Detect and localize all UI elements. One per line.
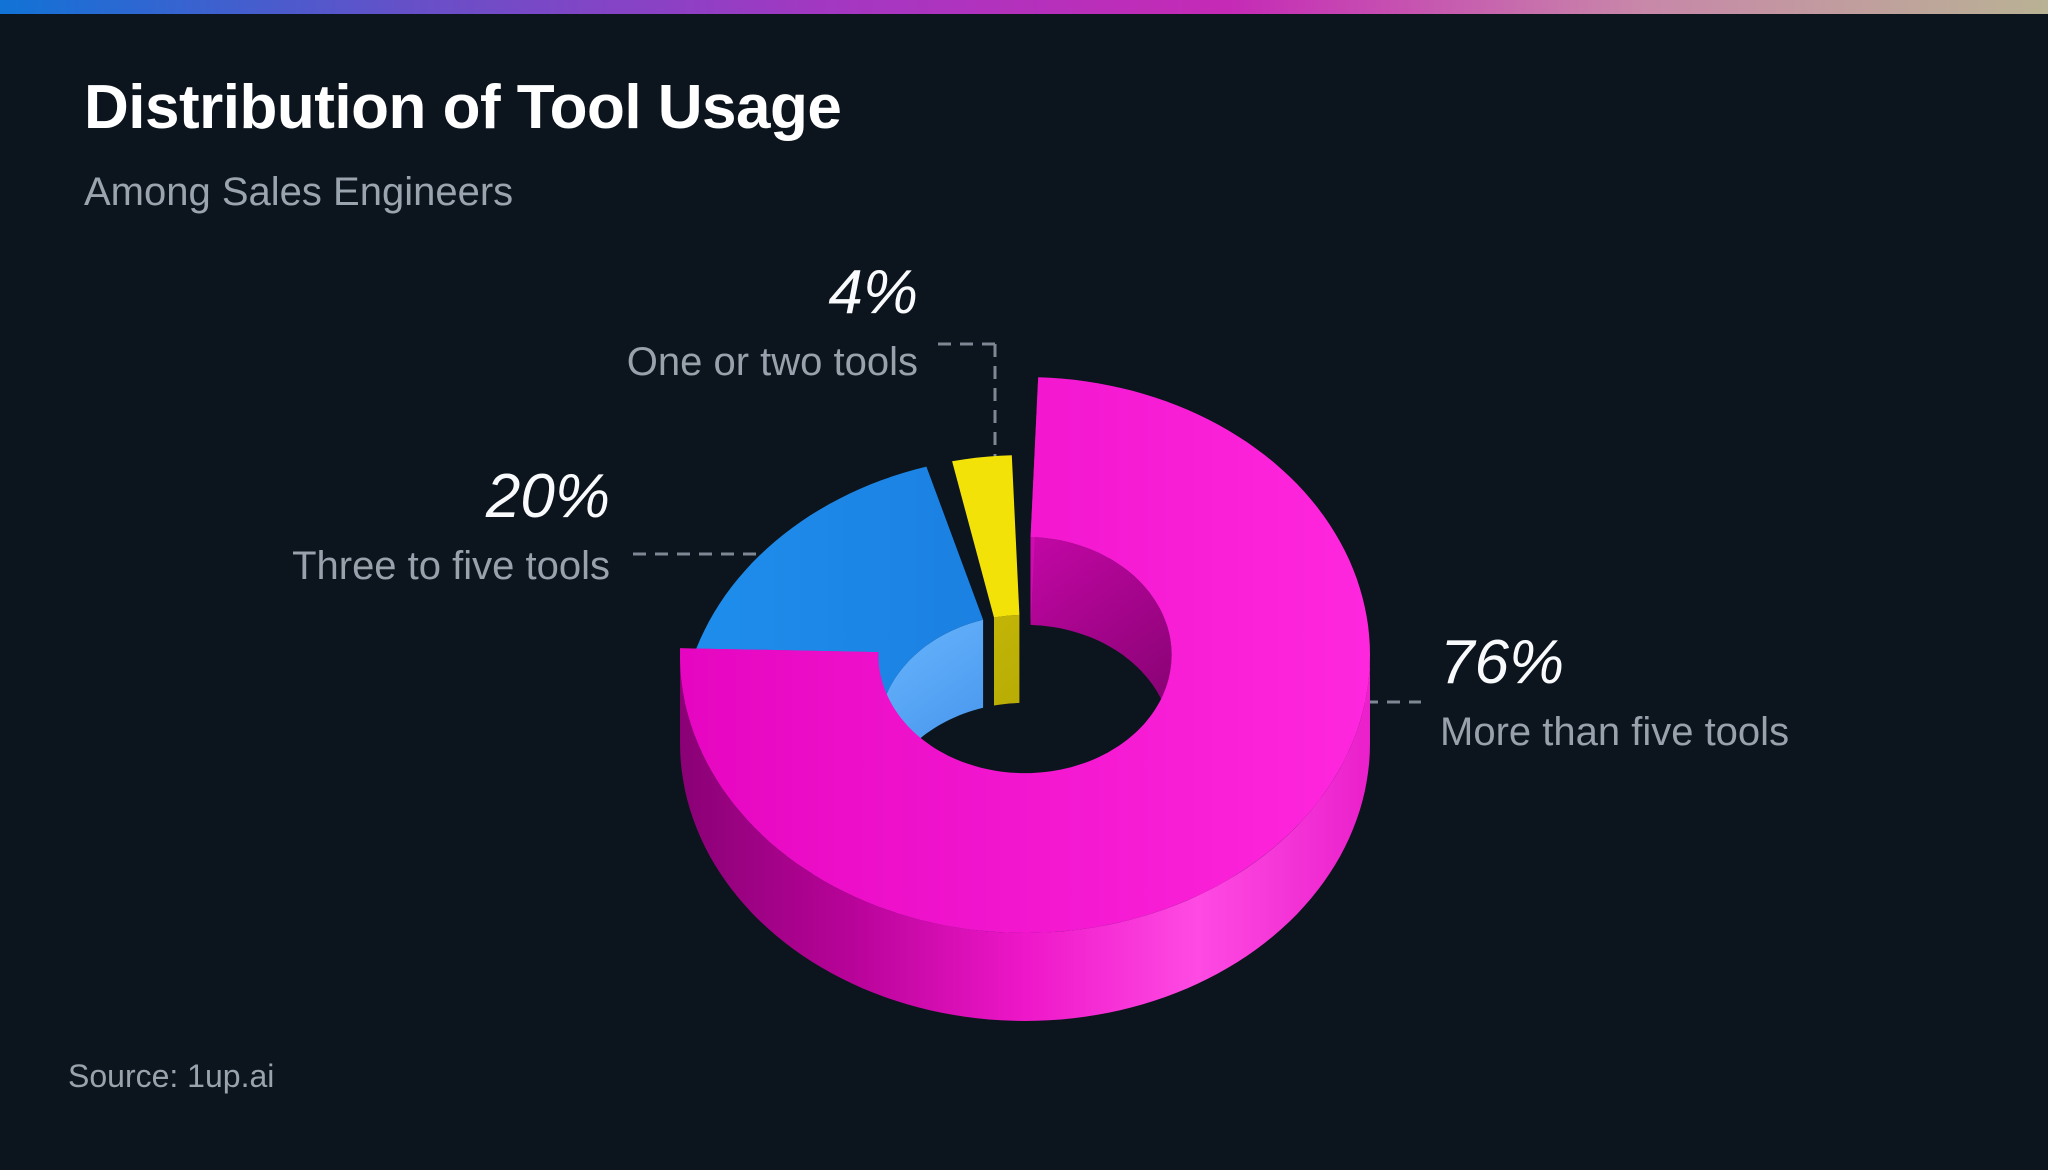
top-gradient-bar — [0, 0, 2048, 14]
slice-one-or-two-tools-inner-wall — [994, 614, 1020, 706]
callout-value: 20% — [485, 462, 610, 531]
callout-line-one-or-two-tools — [938, 342, 997, 470]
callout-value: 76% — [1440, 628, 1565, 697]
callout-label: One or two tools — [626, 340, 918, 384]
callout-three-to-five-tools: 20% Three to five tools — [250, 462, 610, 588]
callout-one-or-two-tools: 4% One or two tools — [558, 258, 918, 384]
source-attribution: Source: 1up.ai — [68, 1058, 275, 1094]
callout-more-than-five-tools: 76% More than five tools — [1440, 628, 1920, 754]
slice-three-to-five-tools-inner-wall — [879, 619, 984, 810]
slice-one-or-two-tools-top — [952, 455, 1020, 618]
slice-more-than-five-tools-outer-wall — [680, 655, 1370, 1021]
callout-label: Three to five tools — [292, 544, 610, 588]
callout-value: 4% — [828, 258, 918, 327]
page-subtitle: Among Sales Engineers — [84, 170, 514, 214]
callout-label: More than five tools — [1440, 710, 1790, 754]
slice-more-than-five-tools-top — [680, 377, 1370, 933]
page-title: Distribution of Tool Usage — [84, 73, 842, 142]
slice-more-than-five-tools-inner-wall — [1030, 536, 1172, 743]
